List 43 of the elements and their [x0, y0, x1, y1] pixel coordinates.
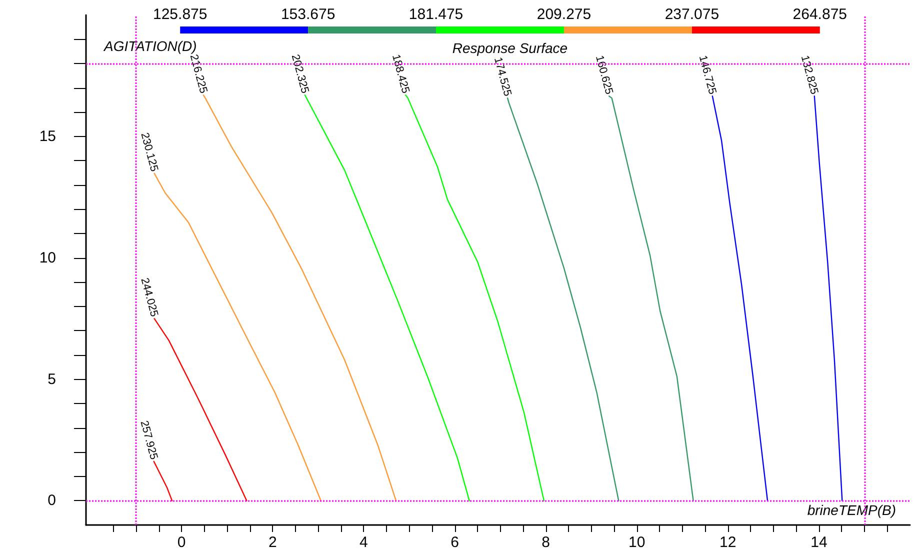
x-tick-label: 153.675 [280, 6, 336, 23]
x-axis-title: brineTEMP(B) [807, 502, 896, 518]
y-tick-label: 15 [39, 128, 56, 145]
y-axis-title: AGITATION(D) [103, 38, 197, 54]
text: 244.025 [138, 276, 160, 318]
text: 132.825 [798, 54, 820, 96]
text: Response Surface [452, 40, 568, 56]
bar [436, 26, 564, 34]
x-tick-label: 209.275 [536, 6, 592, 23]
x-tick-label: 14 [810, 534, 828, 550]
x-tick-label: 181.475 [408, 6, 464, 23]
x-tick-label: 8 [542, 534, 550, 550]
x-tick-label: 125.875 [152, 6, 208, 23]
text: 160.625 [592, 54, 615, 96]
line-series [814, 96, 843, 502]
line-series [202, 94, 397, 502]
x-tick-label: 2 [268, 534, 277, 550]
line-series [404, 94, 545, 502]
x-tick-label: 0 [177, 534, 186, 550]
text: 257.925 [138, 419, 160, 461]
text: 188.425 [389, 53, 412, 95]
line-series [712, 96, 768, 502]
bar [564, 26, 692, 34]
bar [692, 26, 820, 34]
text: 174.525 [491, 56, 514, 98]
y-tick-label: 10 [39, 249, 56, 266]
y-tick-label: 5 [48, 370, 56, 388]
x-tick-label: 237.075 [664, 6, 720, 23]
text: 202.325 [288, 53, 311, 95]
y-tick-label: 0 [48, 492, 56, 510]
text: 216.225 [187, 53, 210, 95]
text: 230.125 [138, 131, 160, 173]
x-tick-label: 12 [720, 534, 736, 550]
line-series [506, 97, 620, 502]
x-tick-label: 6 [450, 534, 459, 550]
text: 146.725 [696, 54, 718, 96]
x-tick-label: 4 [360, 534, 368, 550]
line-series [608, 96, 694, 502]
bar [180, 26, 308, 34]
line-series [304, 94, 470, 502]
bar [308, 26, 436, 34]
x-tick-label: 10 [628, 534, 646, 550]
x-tick-label: 264.875 [792, 6, 848, 23]
